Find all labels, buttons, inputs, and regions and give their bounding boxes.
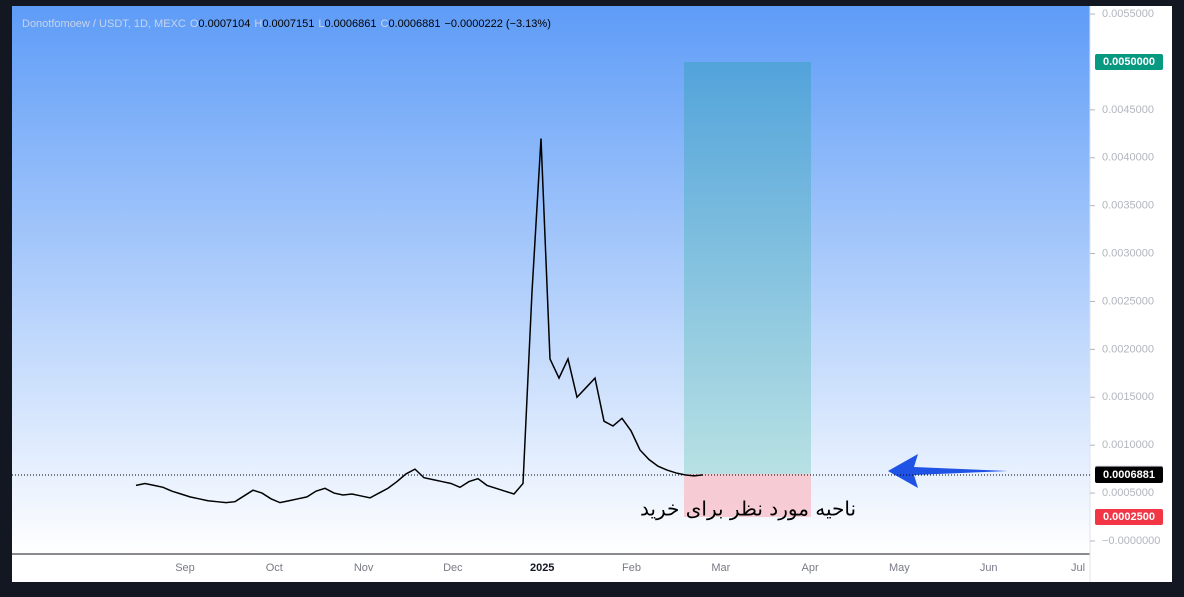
change: −0.0000222 (−3.13%) bbox=[444, 18, 550, 30]
ohlc-value: 0.0006881 bbox=[388, 18, 440, 30]
ohlc-label: L bbox=[318, 18, 324, 30]
y-tick-label: 0.0030000 bbox=[1102, 247, 1154, 259]
ohlc-label: C bbox=[380, 18, 388, 30]
ohlc-label: H bbox=[254, 18, 262, 30]
arrow bbox=[888, 454, 1008, 488]
price-label: 0.0050000 bbox=[1103, 56, 1155, 68]
x-tick-label: Dec bbox=[443, 562, 463, 574]
ohlc-value: 0.0006861 bbox=[324, 18, 376, 30]
y-tick-label: −0.0000000 bbox=[1102, 535, 1160, 547]
x-tick-label: May bbox=[889, 562, 910, 574]
x-tick-label: Mar bbox=[711, 562, 730, 574]
annotation: ناحیه مورد نظر برای خرید bbox=[640, 497, 856, 521]
x-tick-label: Jul bbox=[1071, 562, 1085, 574]
x-tick-label: Feb bbox=[622, 562, 641, 574]
ohlc-label: O bbox=[190, 18, 199, 30]
y-tick-label: 0.0025000 bbox=[1102, 295, 1154, 307]
x-tick-label: Oct bbox=[266, 562, 283, 574]
x-tick-label: 2025 bbox=[530, 562, 554, 574]
y-tick-label: 0.0040000 bbox=[1102, 152, 1154, 164]
price-label-box bbox=[1095, 509, 1163, 526]
x-tick-label: Jun bbox=[980, 562, 998, 574]
price-series bbox=[135, 138, 704, 504]
header-text: Donotfomoew / USDT, 1D, MEXC O0.0007104 H0… bbox=[22, 18, 551, 30]
y-tick-label: 0.0055000 bbox=[1102, 8, 1154, 20]
price-label-box bbox=[1095, 53, 1163, 70]
y-tick-label: 0.0015000 bbox=[1102, 391, 1154, 403]
y-tick-label: 0.0035000 bbox=[1102, 200, 1154, 212]
price-label: 0.0002500 bbox=[1103, 511, 1155, 523]
price-label-box bbox=[1095, 467, 1163, 484]
ohlc-value: 0.0007104 bbox=[198, 18, 250, 30]
y-tick-label: 0.0045000 bbox=[1102, 104, 1154, 116]
price-label: 0.0006881 bbox=[1103, 469, 1155, 481]
y-tick-label: 0.0020000 bbox=[1102, 343, 1154, 355]
y-tick-label: 0.0010000 bbox=[1102, 439, 1154, 451]
x-tick-label: Sep bbox=[175, 562, 195, 574]
x-tick-label: Apr bbox=[802, 562, 819, 574]
y-tick-label: 0.0005000 bbox=[1102, 487, 1154, 499]
x-tick-label: Nov bbox=[354, 562, 374, 574]
header: Donotfomoew / USDT, 1D, MEXC O0.0007104 H0… bbox=[22, 18, 551, 30]
symbol: Donotfomoew / USDT, 1D, MEXC bbox=[22, 18, 186, 30]
stop-zone bbox=[684, 473, 811, 518]
ohlc-value: 0.0007151 bbox=[262, 18, 314, 30]
target-zone bbox=[684, 61, 811, 474]
